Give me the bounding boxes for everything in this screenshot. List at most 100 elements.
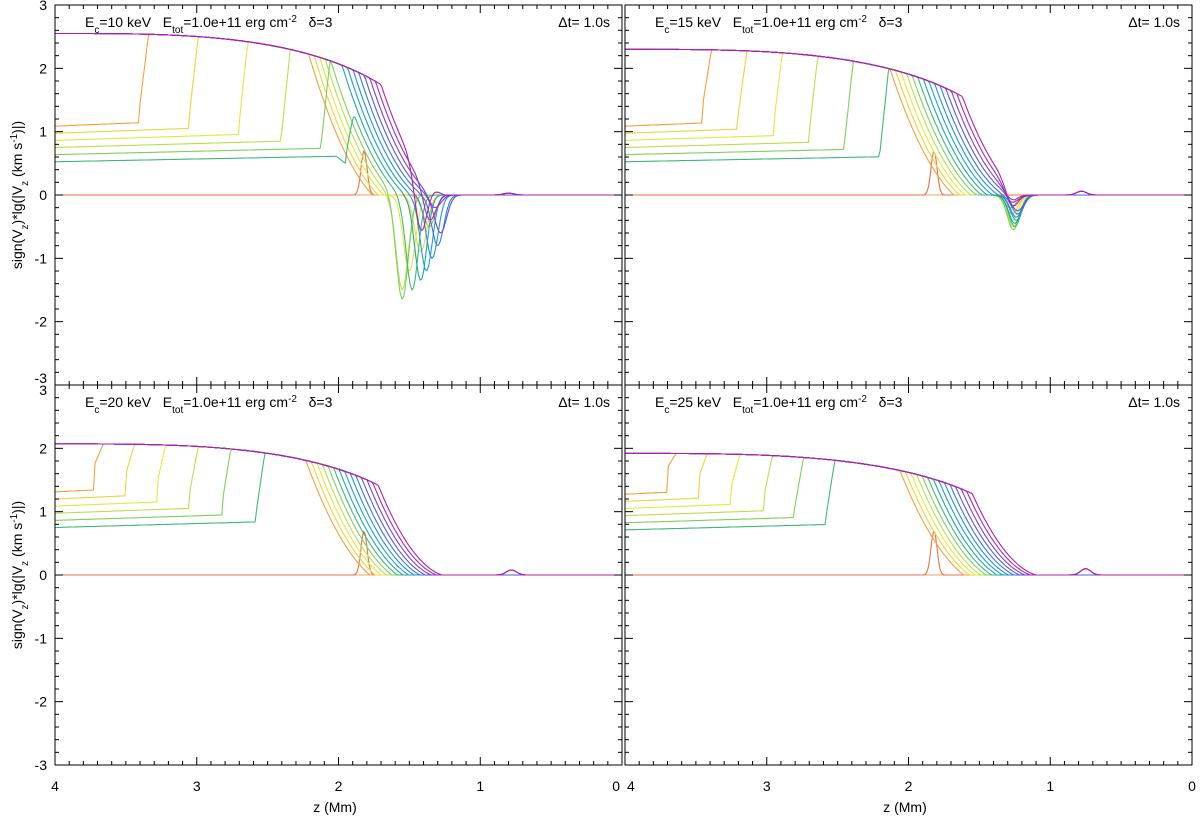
y-tick-label: 0 xyxy=(39,187,47,203)
series-line xyxy=(625,452,1192,576)
series-line xyxy=(54,445,622,576)
series-line xyxy=(55,60,622,300)
y-tick-label: 1 xyxy=(39,504,47,520)
series-line xyxy=(55,443,622,576)
series-line xyxy=(55,443,622,576)
panel-annotation: Ec=25 keV Etot=1.0e+11 erg cm-2 δ=3 xyxy=(655,394,903,416)
y-tick-label: -1 xyxy=(35,630,48,646)
panel-4: 4 3 2 1 0 Ec=25 keV Etot=1.0e+11 erg cm-2 δ=3… xyxy=(624,384,1196,794)
y-tick-label: -2 xyxy=(35,694,48,710)
x-tick-label: 3 xyxy=(763,778,771,794)
series-line xyxy=(624,459,1192,576)
series-line xyxy=(55,32,622,259)
series-line xyxy=(625,48,1192,207)
annotation-part: c xyxy=(664,405,669,416)
series-line xyxy=(625,452,1192,576)
annotation-part: c xyxy=(664,25,669,36)
y-tick-label: -3 xyxy=(35,757,48,773)
dt-label: Δt= 1.0s xyxy=(558,394,610,410)
x-tick-label: 0 xyxy=(1188,778,1196,794)
annotation-part: E xyxy=(655,14,664,30)
series-line xyxy=(625,452,1192,576)
x-tick-label: 4 xyxy=(51,778,59,794)
annotation-part: c xyxy=(94,25,99,36)
y-tick-label: 1 xyxy=(39,124,47,140)
dt-label: Δt= 1.0s xyxy=(1128,14,1180,30)
series-line xyxy=(55,443,622,576)
annotation-part: δ=3 xyxy=(297,394,333,410)
y-tick-label: 0 xyxy=(39,567,47,583)
series-line xyxy=(625,48,1192,203)
series-line xyxy=(55,443,622,576)
series-line xyxy=(54,36,622,253)
annotation-part: =10 keV E xyxy=(99,14,172,30)
series-line xyxy=(55,32,622,209)
annotation-part: -2 xyxy=(288,14,297,25)
x-tick-label: 3 xyxy=(193,778,201,794)
x-tick-label: 1 xyxy=(1046,778,1054,794)
series-line xyxy=(625,452,1192,576)
annotation-part: -2 xyxy=(858,394,867,405)
annotation-part: δ=3 xyxy=(297,14,333,30)
y-tick-label: 3 xyxy=(39,0,47,13)
x-tick-label: 4 xyxy=(627,778,635,794)
annotation-part: tot xyxy=(742,405,753,416)
annotation-part: tot xyxy=(172,25,183,36)
x-tick-label: 2 xyxy=(905,778,913,794)
series-line xyxy=(54,443,622,576)
series-line xyxy=(625,150,1192,196)
dt-label: Δt= 1.0s xyxy=(558,14,610,30)
x-axis-title-right: z (Mm) xyxy=(883,799,927,815)
series-line xyxy=(55,32,622,281)
dt-label: Δt= 1.0s xyxy=(1128,394,1180,410)
x-axis-title-left: z (Mm) xyxy=(313,799,357,815)
annotation-part: =1.0e+11 erg cm xyxy=(753,14,858,30)
annotation-part: =20 keV E xyxy=(99,394,172,410)
y-axis-title-bottom: sign(Vz)*lg(|Vz (km s-1)|) xyxy=(9,501,31,649)
annotation-part: c xyxy=(94,405,99,416)
series-line xyxy=(55,530,622,576)
series-line xyxy=(625,530,1192,576)
annotation-part: =1.0e+11 erg cm xyxy=(183,14,288,30)
annotation-part: E xyxy=(85,394,94,410)
series-line xyxy=(625,452,1192,576)
series-line xyxy=(54,41,622,271)
panel-annotation: Ec=20 keV Etot=1.0e+11 erg cm-2 δ=3 xyxy=(85,394,333,416)
annotation-part: =25 keV E xyxy=(669,394,742,410)
annotation-part: tot xyxy=(172,405,183,416)
annotation-part: -2 xyxy=(858,14,867,25)
series-line xyxy=(625,452,1192,576)
series-line xyxy=(624,50,1192,215)
annotation-part: tot xyxy=(742,25,753,36)
y-tick-label: 2 xyxy=(39,60,47,76)
annotation-part: δ=3 xyxy=(867,394,903,410)
panel-3: -3 -2 -1 0 1 2 3 4 3 2 1 0 Ec=20 keV Etot=1.0e+11 er… xyxy=(35,382,623,794)
series-line xyxy=(624,457,1192,576)
y-tick-label: 2 xyxy=(39,440,47,456)
x-tick-label: 1 xyxy=(476,778,484,794)
panel-2: Ec=15 keV Etot=1.0e+11 erg cm-2 δ=3 Δt= 1… xyxy=(624,4,1193,386)
series-line xyxy=(624,452,1192,576)
series-line xyxy=(625,48,1192,201)
series-line xyxy=(55,32,622,232)
y-tick-label: 3 xyxy=(39,382,47,398)
series-line xyxy=(54,443,622,576)
series-line xyxy=(54,448,622,576)
series-line xyxy=(55,443,622,576)
series-line xyxy=(55,443,622,576)
series-line xyxy=(55,443,622,576)
series-line xyxy=(625,455,1192,576)
x-tick-label: 2 xyxy=(335,778,343,794)
annotation-part: =1.0e+11 erg cm xyxy=(183,394,288,410)
annotation-part: E xyxy=(655,394,664,410)
x-tick-label: 0 xyxy=(612,778,620,794)
annotation-part: =15 keV E xyxy=(669,14,742,30)
annotation-part: E xyxy=(85,14,94,30)
series-line xyxy=(625,55,1192,228)
y-tick-label: -3 xyxy=(35,370,48,386)
series-line xyxy=(625,49,1192,209)
series-line xyxy=(625,452,1192,576)
